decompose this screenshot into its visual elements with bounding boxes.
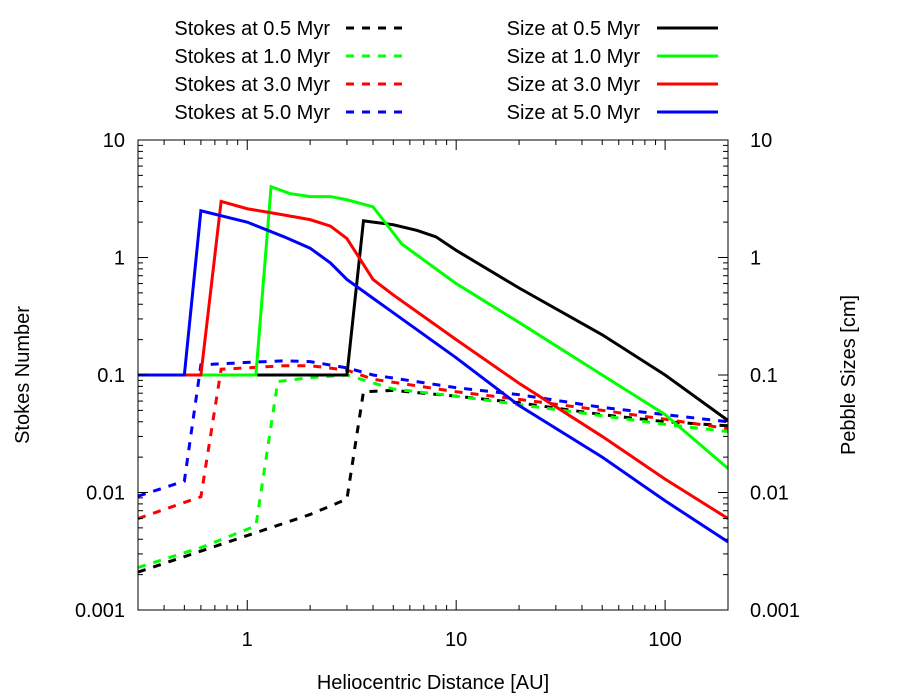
series-line-size-at-0-5-myr [138,219,729,422]
legend-label-stokes-at-1-0-myr: Stokes at 1.0 Myr [174,46,330,68]
x-tick-label: 1 [242,629,253,651]
axis-ticks: 1 10 100 0.001 0.001 0.01 0.01 0.1 0.1 1 1 10 10 [75,130,800,651]
y-tick-label: 0.001 [75,600,125,622]
y-axis-label: Stokes Number [12,306,34,444]
legend-label-size-at-1-0-myr: Size at 1.0 Myr [507,46,641,68]
series-line-size-at-5-0-myr [138,208,729,544]
legend-label-size-at-3-0-myr: Size at 3.0 Myr [507,74,641,96]
x-tick-label: 100 [648,629,681,651]
y2-axis-label: Pebble Sizes [cm] [838,295,860,455]
legend-label-size-at-0-5-myr: Size at 0.5 Myr [507,18,641,40]
y-tick-label: 1 [114,248,125,270]
series-line-size-at-1-0-myr [138,184,729,470]
series-line-stokes-at-5-0-myr [137,359,729,498]
y-tick-label: 10 [103,130,125,152]
legend-label-stokes-at-5-0-myr: Stokes at 5.0 Myr [174,102,330,124]
legend: Stokes at 0.5 Myr Stokes at 1.0 Myr Stokes… [174,18,718,124]
legend-label-stokes-at-3-0-myr: Stokes at 3.0 Myr [174,74,330,96]
x-axis-label: Heliocentric Distance [AU] [317,672,549,694]
y2-tick-label: 10 [750,130,772,152]
series-line-stokes-at-1-0-myr [137,373,729,569]
plot-area [137,184,729,574]
legend-label-stokes-at-0-5-myr: Stokes at 0.5 Myr [174,18,330,40]
y2-tick-label: 0.1 [750,365,778,387]
y2-tick-label: 1 [750,248,761,270]
series-line-stokes-at-3-0-myr [137,364,729,520]
y2-tick-label: 0.01 [750,483,789,505]
series-line-size-at-3-0-myr [138,199,729,520]
x-tick-label: 10 [445,629,467,651]
legend-label-size-at-5-0-myr: Size at 5.0 Myr [507,102,641,124]
y-tick-label: 0.1 [97,365,125,387]
y2-tick-label: 0.001 [750,600,800,622]
y-tick-label: 0.01 [86,483,125,505]
